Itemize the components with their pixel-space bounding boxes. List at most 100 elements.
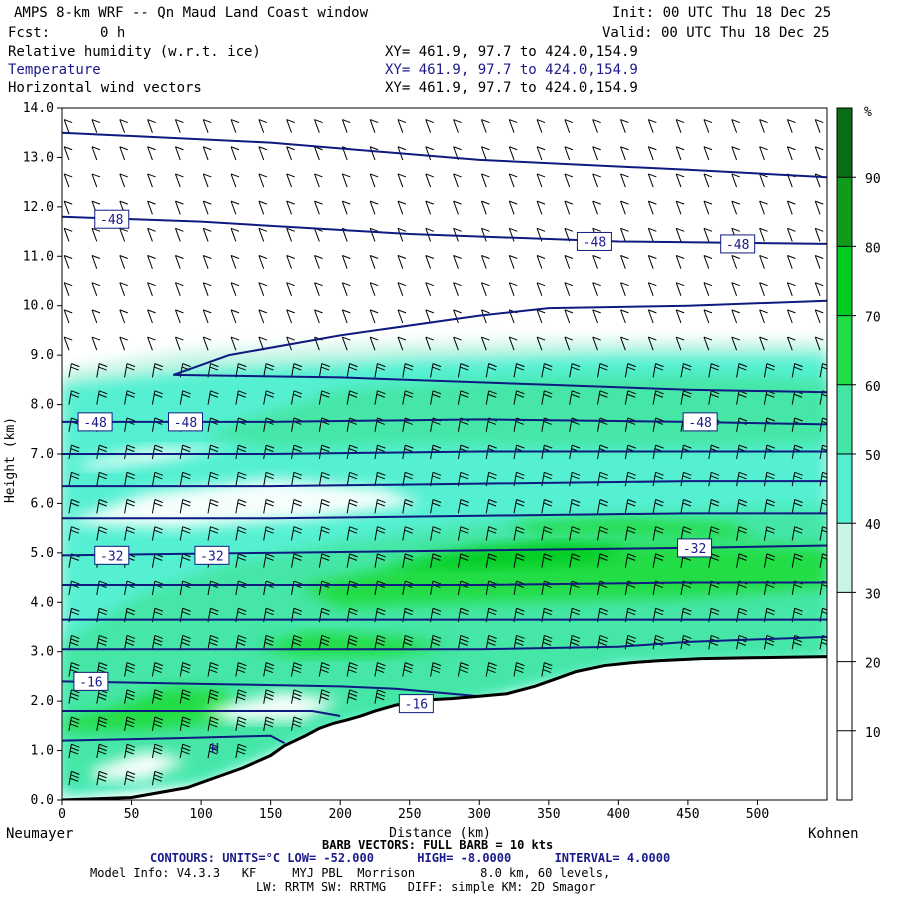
x-tick-label-7: 350 bbox=[537, 807, 560, 822]
wind-barb-198 bbox=[291, 634, 303, 650]
wind-barb-278 bbox=[369, 255, 379, 269]
wind-barb-258 bbox=[341, 200, 351, 215]
wind-barb-35 bbox=[96, 499, 108, 514]
colorbar: 10 20 30 40 50 60 70 80 90 bbox=[836, 107, 881, 801]
wind-barb-296 bbox=[397, 336, 407, 351]
temperature-contour-2 bbox=[172, 299, 827, 376]
wind-barb-535 bbox=[736, 499, 748, 514]
dry-pocket-0 bbox=[62, 478, 424, 529]
wind-barb-273 bbox=[374, 390, 386, 405]
wind-barb-365 bbox=[480, 173, 490, 188]
wind-barb-400 bbox=[541, 363, 553, 378]
wind-barb-348 bbox=[485, 634, 497, 650]
right-station: Kohnen bbox=[808, 826, 859, 842]
x-tick-label-2: 100 bbox=[189, 807, 212, 822]
wind-barb-299 bbox=[397, 255, 407, 269]
wind-barb-336 bbox=[457, 390, 470, 405]
left-station: Neumayer bbox=[6, 826, 74, 842]
wind-barb-111 bbox=[179, 444, 191, 460]
field-rh-label: Relative humidity (w.r.t. ice) bbox=[8, 44, 261, 60]
wind-barb-207 bbox=[291, 390, 303, 405]
wind-barb-225 bbox=[318, 499, 330, 514]
wind-barb-190 bbox=[258, 227, 268, 242]
wind-barb-413 bbox=[569, 553, 581, 568]
wind-barb-543 bbox=[731, 282, 740, 296]
wind-barb-456 bbox=[624, 471, 636, 487]
wind-barb-188 bbox=[258, 282, 268, 296]
wind-barb-593 bbox=[819, 553, 827, 568]
colorbar-segment-6 bbox=[837, 315, 852, 385]
wind-barb-34 bbox=[96, 526, 108, 541]
wind-barb-169 bbox=[230, 173, 240, 188]
wind-barb-378 bbox=[513, 390, 525, 405]
svg-text:-16: -16 bbox=[405, 698, 428, 713]
wind-barb-311 bbox=[430, 499, 442, 514]
wind-barb-55 bbox=[124, 634, 136, 650]
wind-barb-213 bbox=[286, 227, 295, 242]
wind-barb-536 bbox=[736, 471, 748, 487]
wind-barb-227 bbox=[318, 444, 330, 460]
wind-barb-240 bbox=[346, 689, 358, 704]
wind-barb-23 bbox=[63, 146, 73, 161]
wind-barb-406 bbox=[536, 200, 546, 215]
wind-barb-164 bbox=[230, 309, 240, 324]
wind-barb-132 bbox=[207, 526, 219, 541]
wind-barb-318 bbox=[425, 309, 434, 324]
x-tick-label-6: 300 bbox=[468, 807, 491, 822]
wind-barb-52 bbox=[124, 716, 136, 731]
wind-barb-123 bbox=[174, 119, 184, 133]
temperature-contour-6 bbox=[62, 480, 827, 488]
wind-barb-121 bbox=[174, 173, 184, 188]
wind-barb-148 bbox=[235, 743, 247, 759]
wind-barb-159 bbox=[235, 444, 247, 460]
wind-barb-504 bbox=[675, 255, 685, 269]
wind-barb-137 bbox=[207, 390, 219, 405]
wind-barb-419 bbox=[569, 390, 581, 405]
wind-barb-386 bbox=[508, 173, 518, 188]
wind-barb-147 bbox=[202, 119, 212, 133]
wind-barb-86 bbox=[151, 471, 164, 487]
wind-barb-290 bbox=[402, 499, 414, 514]
wind-barb-119 bbox=[174, 227, 184, 242]
wind-barb-156 bbox=[235, 526, 247, 541]
wind-barb-481 bbox=[647, 336, 657, 351]
wind-barb-124 bbox=[207, 743, 219, 759]
wind-barb-193 bbox=[258, 146, 268, 161]
wind-barb-20 bbox=[63, 227, 73, 242]
wind-barb-482 bbox=[647, 309, 657, 324]
wind-barb-351 bbox=[485, 553, 497, 568]
wind-barb-495 bbox=[680, 499, 692, 514]
wind-barb-466 bbox=[620, 200, 629, 215]
wind-barb-84 bbox=[151, 526, 164, 541]
wind-barb-388 bbox=[508, 119, 518, 133]
wind-barb-125 bbox=[207, 716, 219, 731]
wind-barb-340 bbox=[453, 282, 462, 296]
temperature-contour-9 bbox=[62, 581, 827, 586]
wind-barb-526 bbox=[703, 200, 713, 215]
wind-barb-76 bbox=[151, 743, 164, 759]
wind-barb-181 bbox=[263, 471, 275, 487]
wind-barb-316 bbox=[430, 363, 442, 378]
wind-barb-433 bbox=[597, 553, 609, 568]
wind-barb-94 bbox=[147, 255, 156, 269]
wind-barb-295 bbox=[402, 363, 414, 378]
colorbar-label-6: 70 bbox=[865, 311, 881, 326]
wind-barb-283 bbox=[369, 119, 379, 133]
wind-barb-363 bbox=[480, 227, 490, 242]
wind-barb-408 bbox=[536, 146, 546, 161]
wind-barb-173 bbox=[263, 689, 275, 704]
wind-barb-270 bbox=[374, 471, 386, 487]
wind-barb-73 bbox=[119, 146, 128, 161]
wind-barb-416 bbox=[569, 471, 581, 487]
wind-barb-24 bbox=[63, 119, 73, 133]
wind-barb-507 bbox=[675, 173, 685, 188]
wind-barb-40 bbox=[96, 363, 108, 378]
wind-barb-399 bbox=[541, 390, 553, 405]
wind-barb-96 bbox=[147, 200, 156, 215]
wind-barb-77 bbox=[151, 716, 164, 731]
x-tick-label-5: 250 bbox=[398, 807, 421, 822]
wind-barb-426 bbox=[564, 200, 574, 215]
wind-barb-101 bbox=[179, 716, 191, 731]
model-info: Model Info: V4.3.3 KF MYJ PBL Morrison 8… bbox=[90, 866, 611, 880]
y-tick-label-4: 4.0 bbox=[31, 595, 54, 610]
